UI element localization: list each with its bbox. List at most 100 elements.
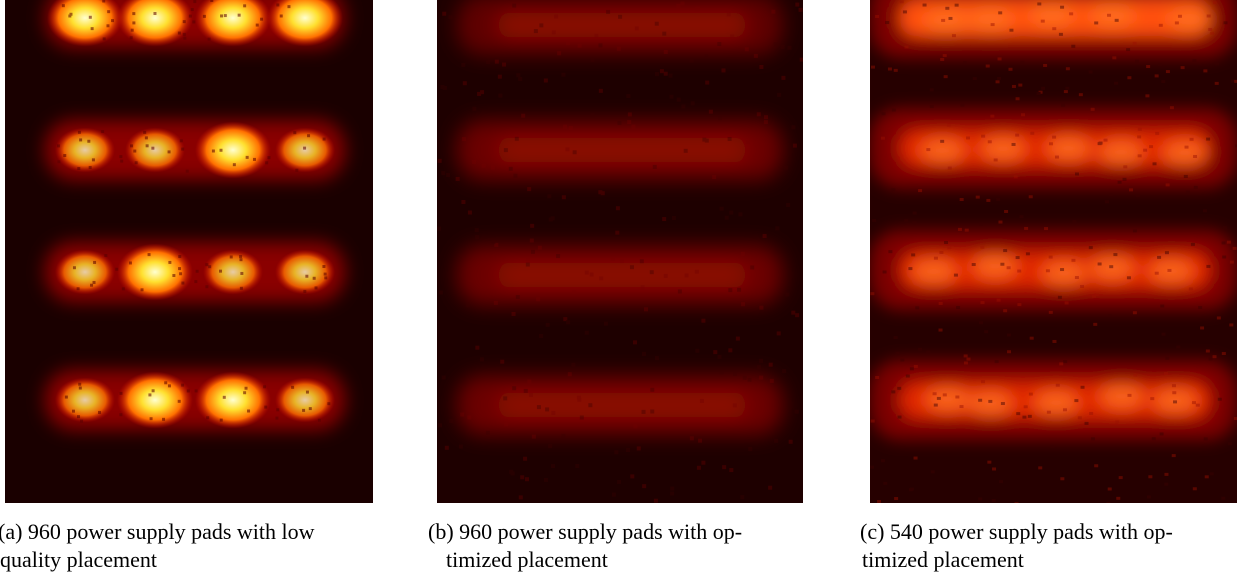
noise-dot xyxy=(1113,253,1118,257)
noise-dot xyxy=(529,238,534,243)
noise-dot xyxy=(776,331,781,336)
noise-dot xyxy=(671,216,676,221)
noise-dot xyxy=(1161,80,1166,84)
noise-dot xyxy=(530,249,535,254)
noise-dot xyxy=(1019,215,1024,219)
noise-dot xyxy=(1127,393,1132,397)
noise-dot xyxy=(568,126,573,131)
heat-spot xyxy=(1090,256,1135,281)
noise-dot xyxy=(1159,432,1164,436)
noise-dot xyxy=(792,143,797,148)
noise-dot xyxy=(1060,5,1065,9)
noise-dot xyxy=(520,475,525,480)
noise-dot xyxy=(514,136,519,141)
noise-dot xyxy=(1015,133,1020,137)
noise-dot xyxy=(662,31,667,36)
noise-dot xyxy=(650,409,655,414)
noise-dot xyxy=(1018,83,1023,87)
noise-dot xyxy=(1188,287,1193,291)
noise-dot xyxy=(588,403,593,408)
noise-dot xyxy=(880,136,885,140)
heat-spot xyxy=(1167,7,1212,32)
noise-dot xyxy=(668,73,673,78)
noise-dot xyxy=(1129,188,1134,192)
noise-dot xyxy=(1124,99,1129,103)
noise-dot xyxy=(572,150,577,155)
noise-dot xyxy=(1000,402,1005,406)
pad-dot xyxy=(276,3,280,7)
noise-dot xyxy=(1060,268,1065,272)
caption-c: (c) 540 power supply pads with op- timiz… xyxy=(860,518,1244,574)
noise-dot xyxy=(461,62,466,67)
pad-dot xyxy=(132,21,136,25)
pad-dot xyxy=(240,271,244,275)
noise-dot xyxy=(533,29,538,34)
noise-dot xyxy=(1227,442,1232,446)
pad-dot xyxy=(132,12,136,16)
noise-dot xyxy=(1023,405,1028,409)
noise-dot xyxy=(630,474,635,479)
noise-dot xyxy=(981,134,986,138)
heat-pad xyxy=(125,127,185,173)
noise-dot xyxy=(503,148,508,153)
pad-dot xyxy=(303,289,307,293)
noise-dot xyxy=(777,92,782,97)
noise-dot xyxy=(472,159,477,164)
noise-dot xyxy=(1235,144,1237,148)
noise-dot xyxy=(1229,323,1234,327)
noise-dot xyxy=(676,97,681,102)
noise-dot xyxy=(738,212,743,217)
pad-dot xyxy=(190,8,194,12)
caption-a-line2: quality placement xyxy=(0,547,157,572)
noise-dot xyxy=(964,228,969,232)
noise-dot xyxy=(629,265,634,270)
noise-dot xyxy=(614,450,619,455)
noise-dot xyxy=(699,398,704,403)
noise-dot xyxy=(913,364,918,368)
noise-dot xyxy=(704,54,709,59)
noise-dot xyxy=(1132,41,1137,45)
noise-dot xyxy=(768,485,773,490)
pad-dot xyxy=(182,32,186,36)
heat-spot xyxy=(1030,3,1075,28)
noise-dot xyxy=(497,74,502,79)
noise-dot xyxy=(775,226,780,231)
noise-dot xyxy=(908,488,913,492)
noise-dot xyxy=(566,320,571,325)
noise-dot xyxy=(1206,137,1211,141)
noise-dot xyxy=(1052,27,1057,31)
noise-dot xyxy=(577,397,582,402)
noise-dot xyxy=(990,23,995,27)
noise-dot xyxy=(1071,44,1076,48)
noise-dot xyxy=(510,471,515,476)
noise-dot xyxy=(563,124,568,129)
noise-dot xyxy=(978,398,983,402)
noise-dot xyxy=(909,367,914,371)
noise-dot xyxy=(654,21,659,26)
noise-dot xyxy=(737,287,742,292)
noise-dot xyxy=(512,3,517,8)
noise-dot xyxy=(498,93,503,98)
noise-dot xyxy=(1084,421,1089,425)
noise-dot xyxy=(891,390,896,394)
pad-dot xyxy=(324,276,328,280)
noise-dot xyxy=(926,148,931,152)
noise-dot xyxy=(696,465,701,470)
noise-dot xyxy=(551,464,556,469)
noise-dot xyxy=(1233,417,1237,421)
heat-pad xyxy=(267,0,343,47)
pad-dot xyxy=(104,254,108,258)
heatmap-panel-b xyxy=(437,0,803,503)
noise-dot xyxy=(1157,62,1162,66)
noise-dot xyxy=(627,120,632,125)
noise-dot xyxy=(875,375,880,379)
noise-dot xyxy=(536,297,541,302)
noise-dot xyxy=(885,21,890,25)
noise-dot xyxy=(787,45,792,50)
noise-dot xyxy=(631,124,636,129)
noise-dot xyxy=(1017,269,1022,273)
noise-dot xyxy=(1003,249,1008,253)
noise-dot xyxy=(1189,137,1194,141)
noise-dot xyxy=(1048,310,1053,314)
noise-dot xyxy=(539,333,544,338)
